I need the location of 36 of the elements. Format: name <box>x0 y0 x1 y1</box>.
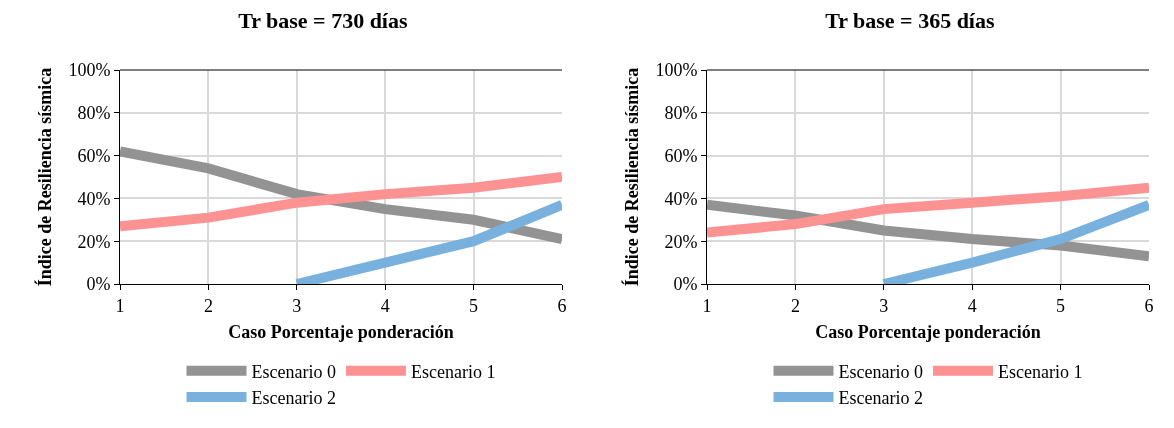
y-tick-label: 100% <box>655 60 698 81</box>
chart-title: Tr base = 365 días <box>825 8 995 34</box>
x-tick-label: 6 <box>557 295 567 316</box>
x-axis-title: Caso Porcentaje ponderación <box>228 321 454 342</box>
y-tick-label: 80% <box>664 103 698 124</box>
x-tick-label: 4 <box>380 295 390 316</box>
x-tick-label: 5 <box>469 295 479 316</box>
y-tick-label: 100% <box>68 60 111 81</box>
y-tick-label: 40% <box>77 188 111 209</box>
y-tick-label: 60% <box>77 145 111 166</box>
legend-label: Escenario 2 <box>838 388 923 409</box>
chart-title: Tr base = 730 días <box>238 8 408 34</box>
y-tick-label: 20% <box>77 231 111 252</box>
x-tick-label: 4 <box>967 295 977 316</box>
x-tick-label: 3 <box>879 295 889 316</box>
y-tick-label: 20% <box>664 231 698 252</box>
y-tick-label: 40% <box>664 188 698 209</box>
x-tick-label: 2 <box>203 295 213 316</box>
legend-label: Escenario 1 <box>997 361 1083 382</box>
legend-label: Escenario 0 <box>251 361 336 382</box>
x-tick-label: 6 <box>1144 295 1154 316</box>
y-tick-label: 0% <box>86 274 111 295</box>
x-tick-label: 3 <box>292 295 302 316</box>
legend-label: Escenario 1 <box>410 361 496 382</box>
y-tick-label: 80% <box>77 103 111 124</box>
legend-label: Escenario 0 <box>838 361 923 382</box>
y-tick-label: 60% <box>664 145 698 166</box>
x-tick-label: 2 <box>790 295 800 316</box>
legend-label: Escenario 2 <box>251 388 336 409</box>
x-axis-title: Caso Porcentaje ponderación <box>815 321 1041 342</box>
y-tick-label: 0% <box>673 274 698 295</box>
x-tick-label: 5 <box>1056 295 1066 316</box>
x-tick-label: 1 <box>115 295 125 316</box>
x-tick-label: 1 <box>702 295 712 316</box>
y-axis-title: Índice de Resiliencia sísmica <box>620 67 642 287</box>
y-axis-title: Índice de Resiliencia sísmica <box>33 67 55 287</box>
